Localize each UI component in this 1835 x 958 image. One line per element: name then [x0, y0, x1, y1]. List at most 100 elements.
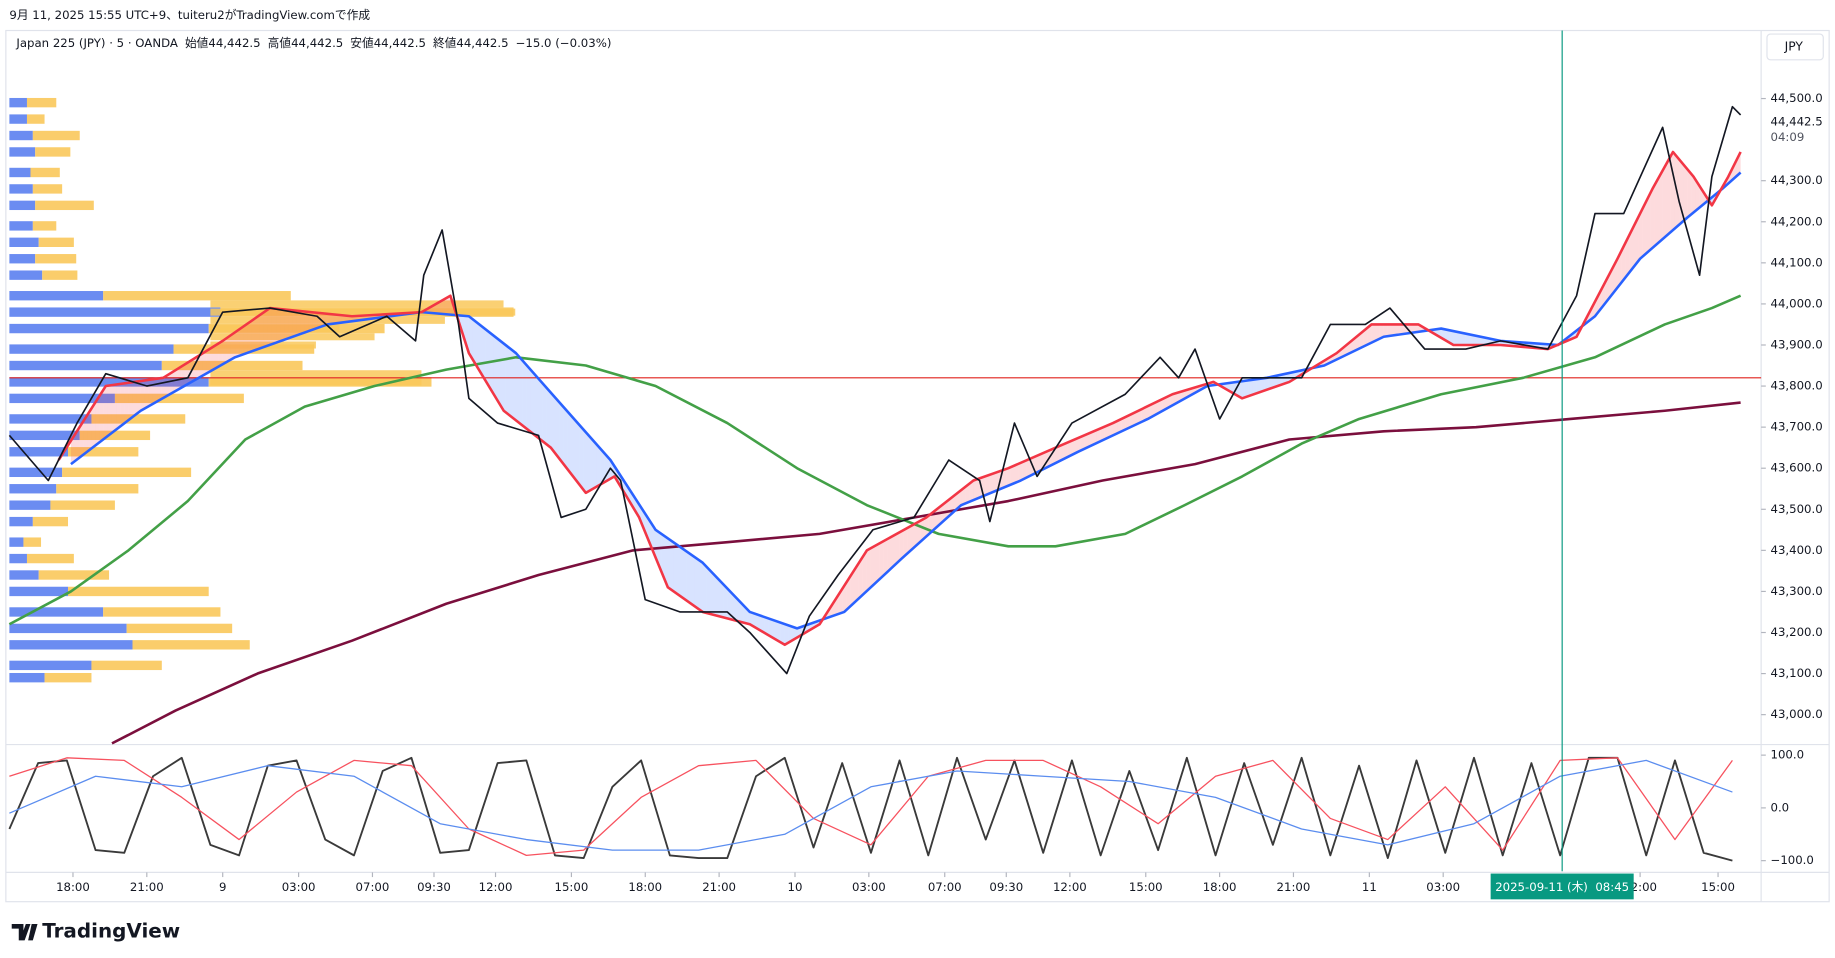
ma-fill [1387, 324, 1392, 337]
ma-fill [1252, 379, 1257, 395]
osc-tick-label: −100.0 [1771, 853, 1814, 867]
ma-fill [1617, 250, 1622, 288]
ma-fill [169, 371, 174, 395]
y-tick-label: 44,300.0 [1771, 173, 1823, 187]
session-profile-bar [210, 316, 445, 324]
ma-fill [247, 320, 252, 353]
ma-fill [911, 523, 917, 550]
ma-fill [87, 408, 92, 452]
ma-fill [669, 539, 674, 592]
ma-fill [481, 325, 486, 381]
x-tick-label: 18:00 [56, 880, 90, 894]
ma-fill [1100, 426, 1105, 442]
ma-fill [235, 329, 240, 358]
series-line [8, 294, 1742, 626]
profile-sell [56, 484, 139, 494]
ma-fill [1084, 433, 1089, 449]
ohlc-value: −15.0 (−0.03%) [516, 36, 612, 50]
ma-fill [862, 550, 867, 595]
session-profile-bar [210, 378, 422, 386]
ma-fill [288, 309, 293, 339]
ma-fill [989, 473, 994, 494]
ma-fill [710, 571, 716, 616]
ma-fill [694, 556, 699, 610]
ma-fill [620, 475, 625, 494]
ma-fill [944, 499, 949, 520]
ma-fill [780, 622, 785, 645]
ma-fill [895, 532, 900, 565]
ma-fill [1018, 461, 1023, 482]
ma-fill [132, 381, 137, 417]
profile-sell [32, 184, 63, 194]
profile-sell [26, 114, 45, 124]
ma-fill [95, 395, 100, 446]
ma-fill [1022, 460, 1027, 480]
profile-buy [9, 130, 33, 141]
ma-fill [546, 388, 551, 448]
ma-fill [661, 534, 666, 583]
x-tick-label: 21:00 [130, 880, 164, 894]
currency-box[interactable] [1766, 33, 1824, 61]
ma-fill [1629, 225, 1634, 272]
ma-fill [140, 380, 145, 411]
x-tick-label: 15:00 [1701, 880, 1735, 894]
ma-fill [542, 383, 547, 445]
ma-fill [296, 310, 301, 336]
ma-fill [883, 539, 888, 576]
ma-fill [887, 536, 892, 572]
ma-fill [899, 529, 904, 561]
ma-fill [509, 348, 514, 419]
session-profile-bar [210, 300, 504, 308]
profile-sell [32, 221, 57, 231]
ma-fill [1658, 170, 1663, 243]
x-tick-label: 09:30 [989, 880, 1023, 894]
ma-fill [1683, 164, 1688, 222]
ma-fill [1071, 438, 1077, 455]
profile-buy [9, 484, 57, 494]
ma-fill [185, 361, 190, 386]
ma-fill [1162, 397, 1167, 411]
ma-fill [1014, 463, 1019, 484]
ma-fill [587, 434, 592, 492]
ma-fill [1088, 431, 1093, 447]
ma-fill [747, 609, 752, 626]
profile-buy [9, 97, 27, 108]
ma-fill [1063, 442, 1068, 459]
profile-buy [9, 447, 69, 457]
profile-buy [9, 467, 63, 478]
ma-fill [1129, 413, 1134, 428]
profile-buy [9, 254, 36, 264]
ma-fill [210, 345, 215, 372]
ma-fill [776, 621, 781, 643]
series-line [57, 150, 1742, 647]
ma-fill [1092, 430, 1097, 446]
ma-fill [715, 575, 720, 617]
ma-fill [198, 353, 203, 379]
profile-sell [23, 537, 42, 547]
ma-fill [555, 397, 560, 459]
ma-fill [784, 624, 789, 645]
ma-fill [1244, 380, 1249, 398]
ma-fill [973, 479, 978, 501]
ma-fill [1461, 332, 1466, 345]
x-tick-label: 07:00 [928, 880, 962, 894]
countdown: 04:09 [1771, 130, 1805, 144]
ma-fill [1736, 151, 1741, 177]
ma-fill [596, 443, 601, 487]
profile-buy [9, 607, 104, 617]
profile-sell [68, 586, 209, 597]
ma-fill [772, 619, 777, 640]
profile-buy [9, 307, 221, 317]
ma-fill [218, 340, 223, 367]
profile-sell [62, 467, 192, 478]
ma-fill [1642, 201, 1647, 257]
ma-fill [727, 588, 732, 620]
profile-buy [9, 430, 80, 441]
ma-fill [1679, 159, 1684, 225]
y-tick-label: 43,600.0 [1771, 461, 1823, 475]
profile-sell [161, 360, 303, 371]
ma-fill [505, 345, 510, 416]
profile-sell [126, 623, 233, 634]
ma-fill [477, 322, 482, 374]
